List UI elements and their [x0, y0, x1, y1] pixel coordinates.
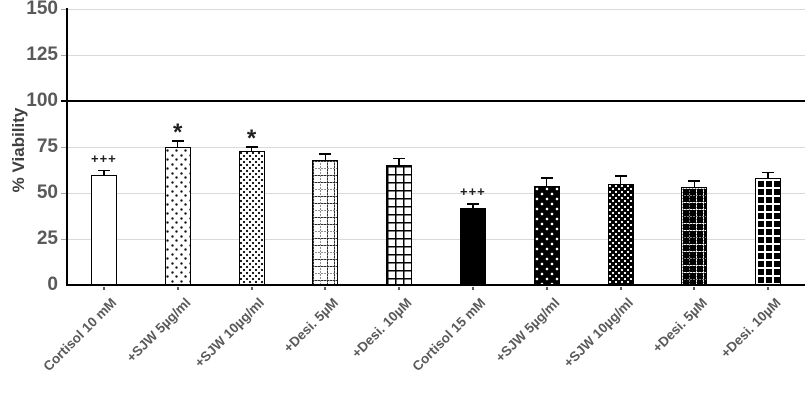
x-tick-label: +SJW 5µg/ml [492, 295, 563, 365]
x-tick-label: Cortisol 15 mM [409, 295, 489, 375]
error-bar-cap [393, 157, 406, 160]
significance-plus: +++ [460, 184, 486, 200]
error-bar-cap [245, 146, 258, 148]
x-tick-label: Cortisol 10 mM [40, 295, 120, 375]
x-axis-tick [176, 287, 179, 290]
bar-1 [90, 174, 117, 285]
x-axis-tick [471, 287, 474, 290]
y-axis-tick [61, 9, 67, 10]
error-bar-cap [466, 203, 479, 205]
y-tick-label: 75 [36, 136, 58, 157]
x-tick-label: +Desi. 5µM [649, 295, 710, 356]
error-bar-cap [540, 177, 553, 179]
x-tick-label: +Desi. 10µM [348, 295, 415, 361]
gridline [67, 9, 805, 10]
y-tick-label: 100 [26, 90, 58, 111]
bar-5 [386, 165, 413, 285]
x-axis-tick [693, 287, 696, 290]
error-bar [250, 147, 253, 152]
x-tick-label: +SJW 5µg/ml [123, 295, 194, 365]
bar-9 [681, 187, 708, 285]
gridline [67, 147, 805, 148]
x-axis-tick [767, 287, 770, 290]
y-axis-tick [61, 55, 67, 56]
x-axis-tick [102, 287, 105, 290]
error-bar [398, 158, 400, 167]
error-bar-cap [319, 153, 332, 155]
y-tick-label: 125 [26, 44, 58, 65]
x-tick-label: +SJW 10µg/ml [191, 295, 268, 371]
y-tick-label: 150 [26, 0, 58, 19]
error-bar [767, 172, 769, 180]
error-bar [693, 181, 696, 189]
error-bar-cap [171, 140, 184, 142]
reference-line-100 [61, 100, 805, 102]
x-axis-tick [250, 287, 253, 290]
y-axis-tick [61, 193, 67, 194]
significance-star: * [173, 119, 183, 147]
y-axis-tick [61, 239, 67, 240]
bar-2 [164, 147, 191, 285]
error-bar [103, 170, 105, 176]
y-tick-label: 25 [36, 228, 58, 249]
x-tick-label: +SJW 10µg/ml [560, 295, 637, 371]
x-axis-tick [545, 287, 548, 290]
error-bar-cap [762, 171, 775, 174]
error-bar-cap [614, 175, 627, 177]
x-axis-tick [619, 287, 622, 290]
y-axis-line [66, 8, 68, 286]
gridline [67, 55, 805, 56]
bar-4 [312, 159, 339, 285]
x-axis-tick [398, 287, 401, 290]
x-axis-line [66, 284, 805, 286]
bar-10 [755, 178, 782, 285]
y-tick-label: 50 [36, 182, 58, 203]
error-bar [324, 154, 327, 161]
y-tick-label: 0 [47, 274, 58, 295]
x-axis-tick [324, 287, 327, 290]
x-tick-label: +Desi. 5µM [280, 295, 341, 356]
error-bar [472, 204, 474, 209]
error-bar [176, 141, 179, 148]
bar-3 [238, 150, 265, 285]
error-bar-cap [688, 180, 701, 182]
error-bar [619, 176, 622, 185]
y-axis-tick [61, 147, 67, 148]
gridline [67, 239, 805, 240]
gridline [67, 193, 805, 194]
x-tick-label: +Desi. 10µM [717, 295, 784, 361]
significance-star: * [246, 125, 257, 152]
significance-plus: +++ [91, 150, 117, 166]
bar-7 [533, 185, 560, 285]
error-bar [545, 178, 548, 187]
bar-8 [607, 183, 634, 285]
bar-6 [459, 207, 486, 285]
error-bar-cap [97, 169, 110, 172]
